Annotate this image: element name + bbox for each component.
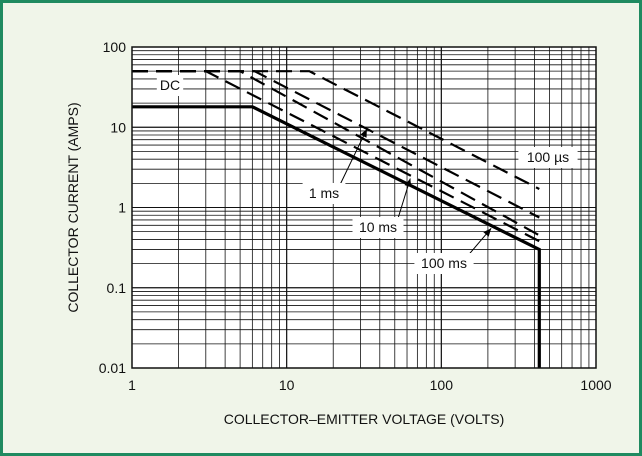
callout-bg — [414, 253, 474, 274]
callout: 10 ms — [352, 178, 412, 238]
callout-arrowhead — [360, 129, 367, 138]
callout: DC — [156, 75, 184, 96]
y-axis-label: COLLECTOR CURRENT (AMPS) — [65, 102, 81, 312]
tick-labels: 1 10 100 1000 0.01 0.1 1 10 100 — [99, 39, 612, 393]
y-tick-label: 10 — [110, 119, 126, 135]
x-tick-label: 100 — [430, 377, 454, 393]
x-axis-label: COLLECTOR–EMITTER VOLTAGE (VOLTS) — [224, 411, 505, 427]
x-tick-label: 1 — [128, 377, 136, 393]
callout-label: 100 ms — [421, 255, 467, 271]
callout: 100 ms — [414, 228, 492, 274]
callout-arrowhead — [404, 178, 412, 188]
callout-bg — [518, 147, 578, 168]
series-line-dc — [132, 105, 541, 368]
x-tick-label: 1000 — [580, 377, 611, 393]
grid — [131, 46, 597, 369]
x-tick-label: 10 — [279, 377, 295, 393]
y-tick-label: 100 — [103, 39, 127, 55]
callout-label: 100 µs — [527, 149, 569, 165]
callout-bg — [302, 183, 346, 204]
callout-label: DC — [160, 77, 180, 93]
callout-label: 10 ms — [359, 219, 397, 235]
series-lines — [132, 70, 541, 368]
callout-leader — [338, 128, 368, 187]
callout: 100 µs — [518, 147, 578, 168]
callout-bg — [156, 75, 184, 96]
callouts: DC 1 ms 10 ms 100 ms 100 µs — [156, 75, 578, 274]
series-line-100-s — [132, 70, 540, 190]
y-tick-label: 1 — [118, 200, 126, 216]
callout-arrowhead — [483, 228, 492, 237]
callout: 1 ms — [302, 128, 368, 204]
y-tick-label: 0.01 — [99, 360, 126, 376]
callout-bg — [352, 217, 404, 238]
callout-label: 1 ms — [309, 185, 339, 201]
y-tick-label: 0.1 — [107, 280, 127, 296]
plot-border — [131, 46, 597, 369]
